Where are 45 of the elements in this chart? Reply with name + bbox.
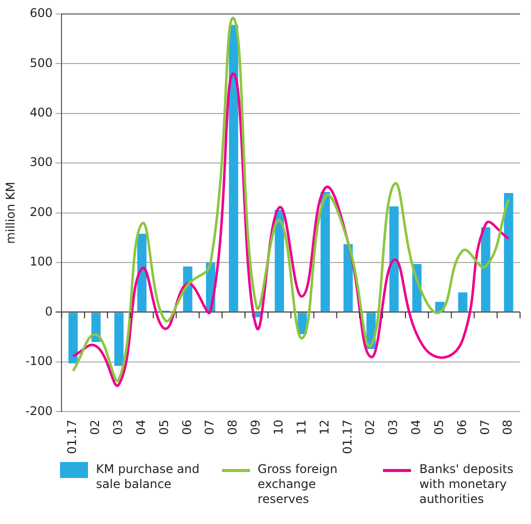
bar xyxy=(68,312,78,364)
bar xyxy=(458,292,468,312)
x-tick-label: 07 xyxy=(478,420,492,435)
y-tick-label: 0 xyxy=(44,304,53,318)
x-tick-label: 01.17 xyxy=(65,420,80,454)
bar xyxy=(228,24,238,312)
x-tick-label: 04 xyxy=(134,420,148,435)
y-tick-label: 600 xyxy=(30,6,53,20)
y-axis-title: million KM xyxy=(3,182,18,244)
bar xyxy=(320,192,330,312)
bar xyxy=(344,244,353,312)
x-tick-label: 07 xyxy=(202,420,217,435)
bar xyxy=(389,206,399,312)
x-tick-label: 02 xyxy=(363,420,378,435)
y-tick-label: -100 xyxy=(25,354,53,368)
x-tick-label: 05 xyxy=(432,420,446,435)
x-tick-label: 11 xyxy=(294,420,308,435)
x-tick-label: 06 xyxy=(454,420,469,435)
x-tick-label: 01.17 xyxy=(340,420,354,454)
y-tick-label: 200 xyxy=(30,204,53,219)
y-tick-label: 300 xyxy=(30,155,53,170)
x-tick-label: 10 xyxy=(272,420,286,435)
x-tick-label: 08 xyxy=(226,420,240,435)
x-tick-label: 09 xyxy=(248,420,263,435)
x-tick-label: 08 xyxy=(500,420,515,435)
x-tick-label: 03 xyxy=(111,420,126,435)
y-tick-label: 500 xyxy=(30,56,53,70)
bar xyxy=(274,210,284,312)
bar xyxy=(137,234,146,312)
x-tick-label: 12 xyxy=(317,420,332,435)
bar xyxy=(114,312,124,366)
x-tick-label: 05 xyxy=(156,420,171,435)
legend-label: KM purchase and sale balance xyxy=(96,462,201,493)
legend-label: Gross foreign exchange reserves xyxy=(258,462,338,507)
legend-label: Banks' deposits with monetary authorities xyxy=(419,462,514,507)
line-series xyxy=(72,16,510,381)
x-tick-label: 06 xyxy=(180,420,194,435)
x-tick-label: 04 xyxy=(409,420,424,435)
y-tick-label: 100 xyxy=(30,254,53,269)
x-tick-label: 03 xyxy=(386,420,400,435)
bar xyxy=(504,192,514,312)
bar xyxy=(481,227,490,312)
y-tick-label: 400 xyxy=(30,106,53,120)
x-tick-label: 02 xyxy=(88,420,102,435)
y-tick-label: -200 xyxy=(25,404,53,418)
